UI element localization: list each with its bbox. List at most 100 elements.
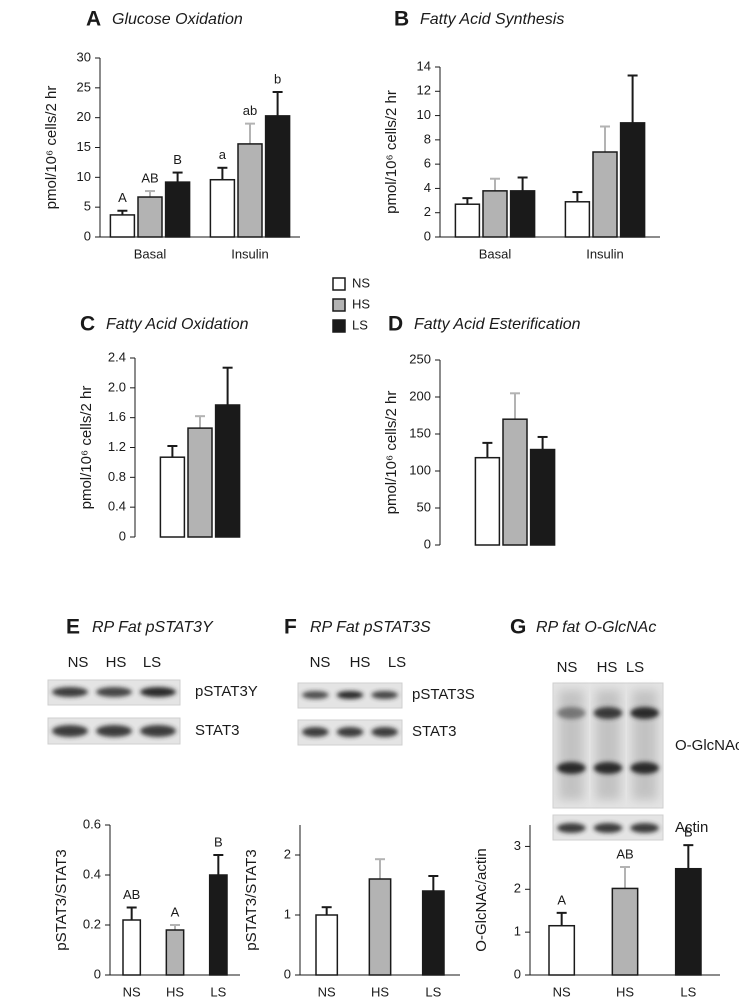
bar [509, 190, 536, 238]
band-label: pSTAT3Y [195, 683, 258, 700]
error-bar [600, 125, 610, 152]
blot-band [371, 691, 398, 699]
y-tick-label: 3 [514, 838, 521, 853]
blot-band [52, 725, 88, 737]
lane-label: HS [597, 659, 618, 676]
bar [564, 201, 591, 238]
panel-title: RP fat O-GlcNAc [536, 619, 656, 636]
panel-label: F [284, 616, 297, 639]
bar [122, 919, 142, 976]
y-tick-label: 0.6 [83, 816, 101, 831]
panel-label: E [66, 616, 80, 639]
error-bar [375, 858, 385, 879]
y-tick-label: 2.4 [108, 349, 126, 364]
significance-label: A [171, 904, 180, 919]
y-tick-label: 8 [424, 131, 431, 146]
bar [315, 914, 339, 976]
error-bar [213, 854, 224, 875]
significance-label: b [274, 71, 281, 86]
bar [164, 181, 191, 238]
y-tick-label: 0 [94, 966, 101, 981]
error-bar [627, 74, 638, 123]
error-bar [537, 435, 548, 450]
blot-band [557, 762, 586, 774]
lane-label: NS [557, 659, 578, 676]
panel-title: Fatty Acid Synthesis [420, 11, 564, 28]
error-bar [462, 197, 473, 205]
y-axis-label: pSTAT3/STAT3 [53, 849, 70, 950]
y-tick-label: 0.4 [108, 499, 126, 514]
legend-label: HS [352, 296, 370, 311]
panel-title: Fatty Acid Oxidation [106, 316, 249, 333]
y-tick-label: 2 [514, 881, 521, 896]
blot-band [557, 823, 586, 833]
significance-label: A [118, 190, 127, 205]
blot-band [140, 687, 176, 697]
error-bar [245, 122, 255, 144]
y-tick-label: 6 [424, 156, 431, 171]
band-label: O-GlcNAc [675, 737, 739, 754]
bar [187, 427, 213, 538]
bar [368, 878, 392, 976]
blot-band [336, 727, 364, 737]
x-tick-label: Insulin [586, 246, 624, 261]
significance-label: AB [616, 846, 633, 861]
y-tick-label: 0 [424, 536, 431, 551]
x-tick-label: NS [123, 984, 141, 999]
blot-band [630, 823, 660, 833]
y-tick-label: 0 [284, 966, 291, 981]
blot-band [302, 691, 329, 699]
blot-band [630, 762, 660, 774]
legend-swatch [332, 319, 346, 333]
lane-label: HS [350, 654, 371, 671]
lane-label: LS [143, 654, 161, 671]
error-bar [272, 91, 283, 116]
bar [592, 151, 618, 238]
y-axis-label: pmol/10⁶ cells/2 hr [43, 86, 60, 210]
blot-band [593, 823, 623, 833]
bar [482, 190, 508, 238]
y-tick-label: 2 [424, 204, 431, 219]
error-bar [482, 441, 493, 458]
panel-label: B [394, 8, 409, 31]
panel-title: RP Fat pSTAT3Y [92, 619, 214, 636]
bar [209, 178, 236, 238]
x-tick-label: NS [553, 984, 571, 999]
panel-label: D [388, 313, 403, 336]
blot-band [302, 727, 329, 737]
error-bar [321, 906, 332, 915]
x-tick-label: LS [680, 984, 696, 999]
y-tick-label: 2.0 [108, 379, 126, 394]
bar [674, 867, 702, 976]
blot-band [371, 727, 398, 737]
band-label: pSTAT3S [412, 686, 475, 703]
panel-label: A [86, 8, 101, 31]
y-tick-label: 14 [417, 58, 431, 73]
y-tick-label: 1 [284, 906, 291, 921]
x-tick-label: LS [210, 984, 226, 999]
lane-label: NS [310, 654, 331, 671]
y-tick-label: 4 [424, 180, 431, 195]
y-tick-label: 0 [119, 528, 126, 543]
error-bar [428, 875, 439, 891]
y-tick-label: 0 [424, 228, 431, 243]
y-tick-label: 25 [77, 79, 91, 94]
y-tick-label: 5 [84, 199, 91, 214]
bar [529, 448, 556, 546]
bar [502, 418, 528, 546]
panel-title: Fatty Acid Esterification [414, 316, 581, 333]
y-axis-label: pmol/10⁶ cells/2 hr [78, 386, 95, 510]
significance-label: ab [243, 103, 257, 118]
bar [237, 143, 263, 238]
error-bar [620, 866, 630, 889]
x-tick-label: HS [371, 984, 389, 999]
y-tick-label: 1.2 [108, 439, 126, 454]
y-tick-label: 10 [77, 169, 91, 184]
y-tick-label: 1 [514, 924, 521, 939]
x-tick-label: HS [166, 984, 184, 999]
y-tick-label: 0.8 [108, 469, 126, 484]
blot-smear [595, 690, 621, 800]
bar [159, 456, 186, 538]
bar [264, 115, 291, 238]
